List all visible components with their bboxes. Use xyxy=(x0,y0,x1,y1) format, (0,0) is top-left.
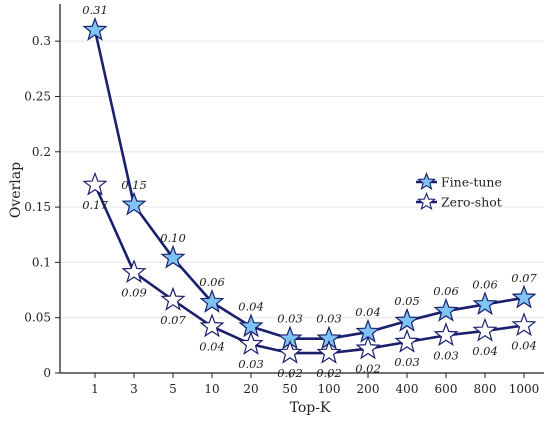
x-tick-label: 50 xyxy=(282,382,297,396)
data-label: 0.03 xyxy=(277,312,303,326)
x-tick-label: 800 xyxy=(474,382,497,396)
star-marker-fine-tune xyxy=(433,297,459,322)
star-marker-fine-tune xyxy=(121,191,147,216)
data-label: 0.17 xyxy=(82,198,108,212)
star-marker-zero-shot xyxy=(472,317,498,342)
series-lines xyxy=(93,29,525,355)
data-label: 0.02 xyxy=(277,366,303,380)
star-marker-fine-tune xyxy=(394,307,420,332)
data-label: 0.10 xyxy=(160,231,186,245)
star-marker-zero-shot xyxy=(82,171,108,196)
x-axis-title: Top-K xyxy=(290,400,331,416)
data-label: 0.03 xyxy=(238,357,264,371)
legend-label: Fine-tune xyxy=(441,175,502,190)
data-label: 0.04 xyxy=(238,300,264,314)
y-tick-label: 0 xyxy=(43,366,51,380)
y-tick-label: 0.2 xyxy=(32,145,51,159)
series-line-zero-shot xyxy=(93,184,525,355)
x-tick-label: 5 xyxy=(169,382,177,396)
star-marker-zero-shot xyxy=(316,339,342,364)
legend: Fine-tune Zero-shot xyxy=(416,171,502,211)
x-tick-label: 100 xyxy=(318,382,341,396)
data-label: 0.07 xyxy=(160,313,186,327)
data-label: 0.09 xyxy=(121,285,147,299)
star-marker-fine-tune xyxy=(199,288,225,313)
star-marker-fine-tune xyxy=(160,244,186,269)
star-marker-fine-tune xyxy=(472,291,498,316)
x-tick-label: 20 xyxy=(243,382,258,396)
data-label: 0.05 xyxy=(394,294,420,308)
x-tick-label: 400 xyxy=(396,382,419,396)
data-labels: 0.31 0.15 0.10 0.06 0.04 0.03 0.03 0.04 0.05 0.06… xyxy=(82,3,537,380)
legend-star-icon xyxy=(416,171,437,191)
star-marker-zero-shot xyxy=(511,312,537,337)
data-label: 0.03 xyxy=(394,355,420,369)
y-tick-label: 0.3 xyxy=(32,34,51,48)
data-label: 0.04 xyxy=(199,340,225,354)
star-marker-fine-tune xyxy=(511,284,537,309)
star-marker-zero-shot xyxy=(277,339,303,364)
data-label: 0.15 xyxy=(121,178,147,192)
grid-lines xyxy=(60,40,544,374)
data-label: 0.03 xyxy=(433,348,459,362)
data-label: 0.06 xyxy=(433,284,459,298)
star-marker-zero-shot xyxy=(355,335,381,360)
y-tick-label: 0.1 xyxy=(32,255,51,269)
data-label: 0.07 xyxy=(511,271,537,285)
x-tick-label: 1000 xyxy=(509,382,540,396)
data-label: 0.06 xyxy=(199,275,225,289)
x-tick-label: 10 xyxy=(204,382,219,396)
series-markers xyxy=(82,16,537,364)
data-label: 0.06 xyxy=(472,277,498,291)
x-tick-label: 600 xyxy=(435,382,458,396)
legend-label: Zero-shot xyxy=(441,195,502,210)
data-label: 0.04 xyxy=(472,344,498,358)
y-tick-label: 0.15 xyxy=(24,200,51,214)
star-marker-zero-shot xyxy=(238,331,264,355)
y-tick-label: 0.25 xyxy=(24,89,51,103)
star-marker-zero-shot xyxy=(160,286,186,311)
data-label: 0.31 xyxy=(82,3,108,17)
data-label: 0.02 xyxy=(355,362,381,376)
data-label: 0.04 xyxy=(511,338,537,352)
y-tick-label: 0.05 xyxy=(24,311,51,325)
axes: 00.050.10.150.20.250.31 3 5 10 20 50 100 200 400… xyxy=(24,4,544,396)
x-tick-label: 3 xyxy=(130,382,138,396)
star-marker-zero-shot xyxy=(433,322,459,347)
x-tick-label: 1 xyxy=(91,382,99,396)
legend-star-icon xyxy=(416,191,437,211)
star-marker-zero-shot xyxy=(394,328,420,353)
data-label: 0.02 xyxy=(316,366,342,380)
data-label: 0.04 xyxy=(355,305,381,319)
star-marker-zero-shot xyxy=(199,313,225,338)
star-marker-fine-tune xyxy=(82,16,108,41)
x-tick-label: 200 xyxy=(357,382,380,396)
star-marker-zero-shot xyxy=(121,259,147,284)
data-label: 0.03 xyxy=(316,312,342,326)
y-axis-title: Overlap xyxy=(8,162,24,218)
